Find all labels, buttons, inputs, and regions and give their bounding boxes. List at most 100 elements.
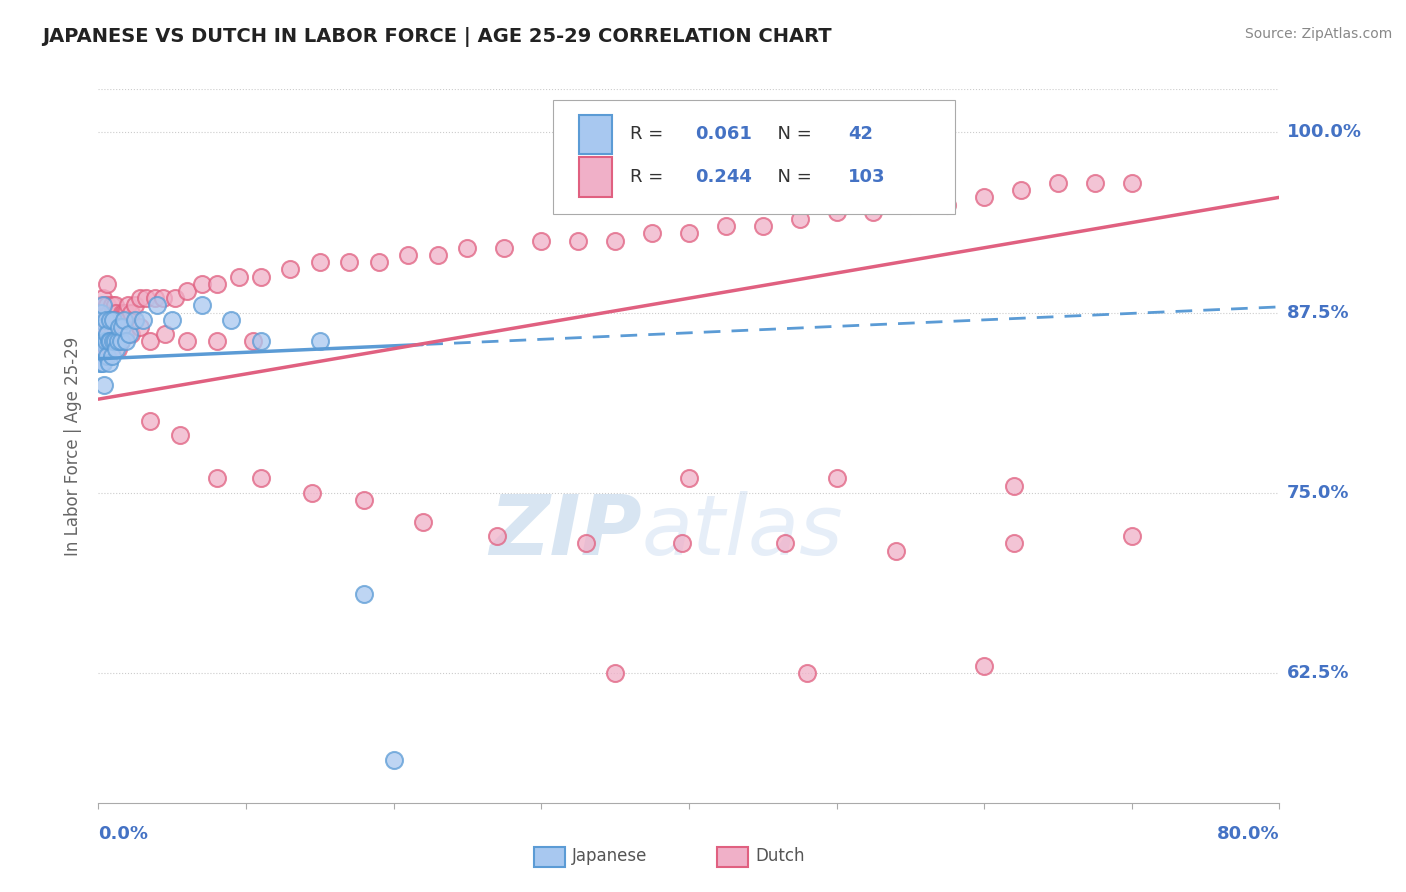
Point: [678, 227, 700, 241]
Text: 80.0%: 80.0%: [1216, 825, 1279, 843]
Point: [94, 306, 117, 320]
Point: [94, 313, 117, 327]
Point: [105, 334, 128, 349]
Point: [89, 313, 111, 327]
Point: [1002, 536, 1025, 550]
Point: [219, 313, 242, 327]
Point: [90, 334, 112, 349]
Point: [128, 320, 150, 334]
Point: [456, 241, 478, 255]
Point: [96, 349, 118, 363]
Point: [100, 349, 122, 363]
Point: [104, 298, 127, 312]
Point: [605, 666, 627, 681]
Point: [427, 248, 450, 262]
Text: Source: ZipAtlas.com: Source: ZipAtlas.com: [1244, 27, 1392, 41]
Point: [574, 536, 596, 550]
Point: [115, 334, 138, 349]
Point: [353, 587, 375, 601]
Point: [641, 227, 664, 241]
FancyBboxPatch shape: [553, 100, 955, 214]
Point: [91, 298, 114, 312]
Point: [162, 313, 183, 327]
Point: [96, 327, 118, 342]
Point: [353, 493, 375, 508]
Point: [91, 356, 114, 370]
Point: [205, 334, 228, 349]
Text: JAPANESE VS DUTCH IN LABOR FORCE | AGE 25-29 CORRELATION CHART: JAPANESE VS DUTCH IN LABOR FORCE | AGE 2…: [42, 27, 832, 46]
Point: [152, 291, 174, 305]
Point: [114, 313, 136, 327]
Point: [103, 313, 125, 327]
Point: [91, 334, 114, 349]
Point: [89, 334, 111, 349]
Point: [825, 471, 848, 485]
Point: [153, 327, 176, 342]
Text: 87.5%: 87.5%: [1286, 303, 1350, 322]
Point: [93, 342, 115, 356]
Point: [250, 471, 273, 485]
Point: [89, 313, 111, 327]
Point: [117, 298, 139, 312]
Point: [169, 428, 191, 442]
Bar: [579, 114, 612, 153]
Point: [100, 298, 122, 312]
Point: [205, 471, 228, 485]
Point: [90, 334, 112, 349]
Point: [104, 334, 127, 349]
Point: [112, 313, 135, 327]
Point: [678, 471, 700, 485]
Point: [103, 334, 125, 349]
Point: [250, 269, 273, 284]
Point: [973, 658, 995, 673]
Point: [110, 313, 132, 327]
Point: [96, 327, 118, 342]
Point: [368, 255, 391, 269]
Point: [98, 313, 121, 327]
Point: [91, 320, 114, 334]
Point: [118, 327, 141, 342]
Point: [567, 234, 589, 248]
Point: [789, 211, 811, 226]
Point: [382, 753, 405, 767]
Point: [486, 529, 509, 543]
Text: atlas: atlas: [641, 491, 844, 572]
Text: 42: 42: [848, 125, 873, 143]
Point: [115, 306, 138, 320]
Point: [165, 291, 187, 305]
Text: Japanese: Japanese: [572, 847, 648, 865]
Point: [100, 327, 122, 342]
Point: [146, 298, 169, 312]
Point: [108, 320, 131, 334]
Point: [90, 306, 112, 320]
Point: [494, 241, 516, 255]
Point: [973, 190, 995, 204]
Point: [128, 291, 150, 305]
Point: [132, 313, 155, 327]
Point: [97, 356, 120, 370]
Point: [91, 334, 114, 349]
Point: [107, 313, 129, 327]
Point: [1046, 176, 1069, 190]
Point: [825, 204, 848, 219]
Point: [91, 291, 114, 305]
Point: [94, 334, 117, 349]
Text: 0.244: 0.244: [695, 168, 752, 186]
Point: [111, 306, 134, 320]
Point: [1121, 529, 1143, 543]
Point: [112, 306, 135, 320]
Point: [309, 334, 332, 349]
Point: [301, 486, 323, 500]
Point: [105, 313, 128, 327]
Point: [89, 342, 111, 356]
Text: ZIP: ZIP: [489, 491, 641, 572]
Point: [176, 334, 198, 349]
Point: [143, 291, 166, 305]
Point: [103, 334, 125, 349]
Point: [105, 306, 128, 320]
Point: [124, 313, 146, 327]
Point: [228, 269, 250, 284]
Text: R =: R =: [630, 168, 669, 186]
Point: [90, 356, 112, 370]
Point: [135, 291, 157, 305]
